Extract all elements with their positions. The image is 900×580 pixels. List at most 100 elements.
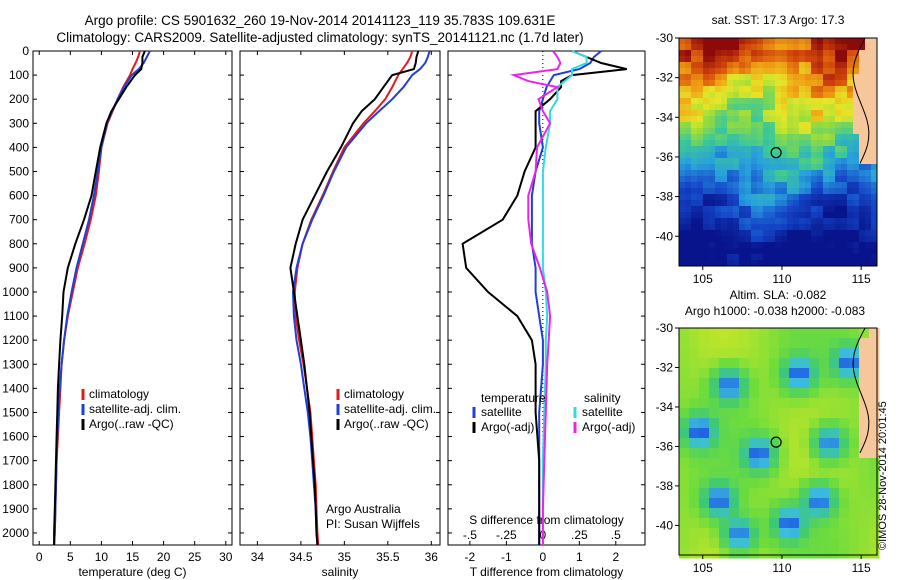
depth-tick-label: 1400 xyxy=(2,381,29,395)
x-tick-label: 1 xyxy=(576,550,583,564)
imos-timestamp: ©IMOS 28-Nov-2014 20:01:45 xyxy=(877,401,889,550)
lon-tick-label: 115 xyxy=(852,272,871,286)
x-tick-label: -1 xyxy=(501,550,512,564)
depth-tick-label: 800 xyxy=(9,237,29,251)
depth-tick-label: 300 xyxy=(9,116,29,130)
x-tick-label: 34.5 xyxy=(289,550,313,564)
legend-label: satellite xyxy=(582,405,623,419)
map-frame xyxy=(678,37,878,267)
figure-title-line2: Climatology: CARS2009. Satellite-adjuste… xyxy=(56,30,584,45)
lat-tick-label: -32 xyxy=(656,71,674,85)
map-frame xyxy=(678,327,878,556)
series-line-satellite xyxy=(530,50,602,545)
profile-panel-3: -2 -1 0 1 2T difference from climatology S di… xyxy=(447,50,646,579)
legend-label: satellite xyxy=(481,405,522,419)
x-tick-label: 10 xyxy=(95,550,109,564)
series-line-climatology xyxy=(53,50,141,546)
depth-tick-label: 900 xyxy=(9,261,29,275)
top-axis-label: S difference from climatology xyxy=(469,513,624,527)
lat-tick-label: -34 xyxy=(656,110,674,124)
x-tick-label: 30 xyxy=(219,550,233,564)
x-tick-label: 2 xyxy=(612,550,619,564)
coastline xyxy=(852,37,870,164)
lat-tick-label: -30 xyxy=(656,31,674,45)
sst-map-title: sat. SST: 17.3 Argo: 17.3 xyxy=(712,13,845,27)
depth-tick-label: 1500 xyxy=(2,405,29,419)
series-line-argo xyxy=(53,50,146,545)
depth-tick-label: 1100 xyxy=(3,309,29,323)
depth-tick-label: 600 xyxy=(9,189,29,203)
sla-map-subtitle: Argo h1000: -0.038 h2000: -0.083 xyxy=(685,304,865,318)
series-line-satellite xyxy=(53,50,151,546)
legend-label: satellite-adj. clim. xyxy=(344,402,436,416)
lat-tick-label: -32 xyxy=(656,360,674,374)
depth-tick-label: 1200 xyxy=(2,333,29,347)
x-tick-label: 34 xyxy=(251,550,265,564)
x-tick-label: 35 xyxy=(338,550,352,564)
x-tick-label: 35.5 xyxy=(376,550,400,564)
lat-tick-label: -40 xyxy=(656,518,674,532)
depth-tick-label: 1300 xyxy=(2,357,29,371)
top-tick-label: -.5 xyxy=(463,528,477,542)
x-tick-label: 5 xyxy=(67,550,74,564)
lat-tick-label: -36 xyxy=(656,439,674,453)
depth-tick-label: 1600 xyxy=(2,430,29,444)
series-line-sal_argo xyxy=(509,50,562,545)
lat-tick-label: -38 xyxy=(656,190,674,204)
series-line-argo xyxy=(289,50,420,546)
sst-field xyxy=(679,38,878,267)
profile-panel-2: 34 34.5 35 35.5 36 salinity climatologysatelli… xyxy=(239,50,441,579)
lon-tick-label: 110 xyxy=(772,272,791,286)
depth-tick-label: 1700 xyxy=(2,454,29,468)
depth-tick-label: 2000 xyxy=(2,526,29,540)
top-tick-label: .25 xyxy=(571,528,588,542)
lon-tick-label: 105 xyxy=(693,272,713,286)
depth-tick-label: 200 xyxy=(9,92,29,106)
argo-float-marker xyxy=(770,436,782,448)
top-tick-label: .5 xyxy=(611,528,621,542)
sst-map: -30 -32 -34 -36 -38 -40 105 110 115 xyxy=(656,31,878,286)
x-tick-label: -2 xyxy=(465,550,476,564)
depth-tick-label: 700 xyxy=(9,213,29,227)
legend-label: Argo(-adj) xyxy=(582,420,635,434)
top-tick-label: -.25 xyxy=(496,528,517,542)
coastline xyxy=(852,327,870,454)
depth-tick-label: 400 xyxy=(9,140,29,154)
plot-frame xyxy=(447,50,646,546)
lon-tick-label: 115 xyxy=(852,561,871,575)
legend-label: climatology xyxy=(344,387,404,401)
legend-label: satellite-adj. clim. xyxy=(89,402,181,416)
lat-tick-label: -38 xyxy=(656,479,674,493)
plot-frame xyxy=(239,50,441,546)
lat-tick-label: -40 xyxy=(656,229,674,243)
lat-tick-label: -34 xyxy=(656,400,674,414)
sla-map-title: Altim. SLA: -0.082 xyxy=(730,288,827,302)
x-tick-label: 20 xyxy=(157,550,171,564)
x-tick-label: 15 xyxy=(126,550,140,564)
legend-heading: salinity xyxy=(584,391,621,405)
sla-field xyxy=(679,328,880,559)
annotation-line: Argo Australia xyxy=(326,502,401,516)
lon-tick-label: 105 xyxy=(693,561,713,575)
depth-tick-label: 1000 xyxy=(2,285,29,299)
x-axis-label: T difference from climatology xyxy=(470,565,624,579)
legend-label: Argo(..raw -QC) xyxy=(89,417,174,431)
series-line-argo xyxy=(461,50,628,545)
annotation-line: PI: Susan Wijffels xyxy=(326,517,420,531)
x-tick-label: 0 xyxy=(36,550,43,564)
x-tick-label: 36 xyxy=(425,550,439,564)
profile-panel-1: 0100200300400500600700800900100011001200… xyxy=(2,44,232,579)
series-line-sal_satellite xyxy=(541,50,588,545)
sla-map: -30 -32 -34 -36 -38 -40 105 110 115 xyxy=(656,321,880,575)
legend-heading: temperature xyxy=(481,391,546,405)
depth-tick-label: 1800 xyxy=(2,478,29,492)
argo-float-marker xyxy=(770,147,782,159)
lat-tick-label: -36 xyxy=(656,150,674,164)
lon-tick-label: 110 xyxy=(772,561,791,575)
legend-label: climatology xyxy=(89,387,149,401)
x-tick-label: 0 xyxy=(540,550,547,564)
lat-tick-label: -30 xyxy=(656,321,674,335)
x-axis-label: temperature (deg C) xyxy=(78,565,186,579)
depth-tick-label: 500 xyxy=(9,164,29,178)
